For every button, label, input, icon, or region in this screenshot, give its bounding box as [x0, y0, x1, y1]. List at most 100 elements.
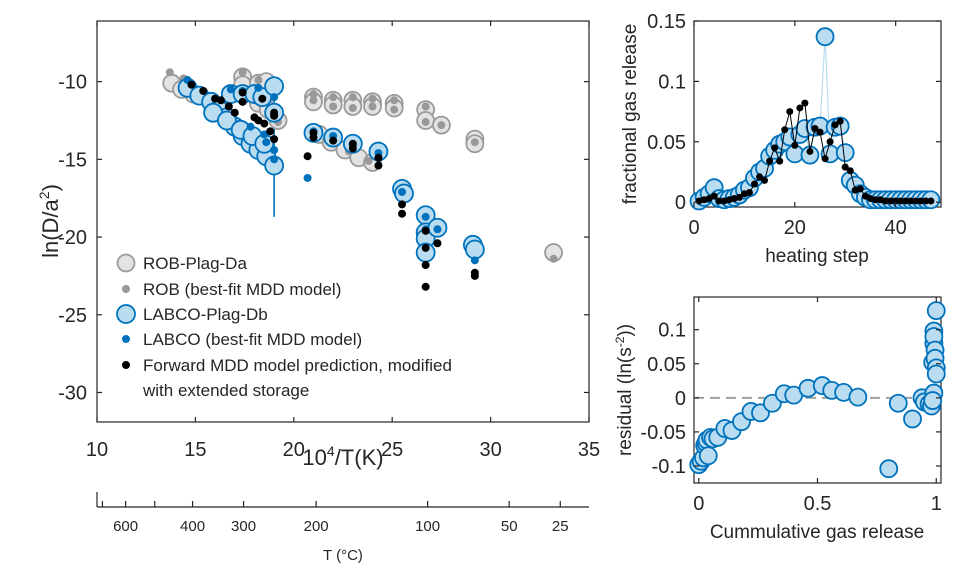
forward-point — [270, 135, 279, 144]
temperature-axis-label: T (°C) — [323, 547, 363, 564]
rob_model-point — [309, 90, 318, 99]
rob_model-point — [364, 156, 373, 165]
model-point — [776, 157, 784, 165]
model-point — [917, 197, 925, 205]
residual-point — [923, 391, 943, 410]
arrhenius-x-tick-label: 15 — [184, 439, 206, 461]
model-point — [922, 197, 930, 205]
residual-x-tick-label: 0 — [693, 493, 704, 515]
residual-x-tick-label: 0.5 — [804, 493, 832, 515]
rob_model-point — [329, 93, 338, 102]
arrhenius-legend: ROB-Plag-Da ROB (best-fit MDD model) LABCO… — [116, 253, 452, 400]
arrhenius-y-tick-label: -10 — [58, 72, 87, 94]
labco_model-point — [260, 130, 269, 139]
labco_data-point — [464, 239, 485, 260]
residual-y-axis-label: residual (ln(s-2)) — [613, 324, 636, 456]
labco_model-point — [398, 187, 407, 196]
labco_model-point — [254, 83, 263, 92]
model-point — [907, 197, 915, 205]
model-point — [836, 117, 844, 125]
gas-release-x-tick-label: 40 — [885, 217, 907, 239]
rob_model-point — [421, 102, 430, 111]
rob_model-point — [421, 118, 430, 127]
model-point — [761, 176, 769, 184]
forward-point — [216, 96, 225, 105]
legend-label-labco_model: LABCO (best-fit MDD model) — [143, 330, 362, 349]
rob_model-point — [329, 102, 338, 111]
legend-label-forward-line2: with extended storage — [142, 381, 309, 400]
rob_model-point — [254, 76, 263, 85]
model-point — [897, 197, 905, 205]
model-point — [826, 138, 834, 146]
forward-point — [224, 102, 233, 111]
forward-point — [260, 119, 269, 128]
residual-y-tick-label: -0.05 — [640, 422, 686, 444]
model-point — [831, 121, 839, 129]
model-point — [781, 126, 789, 134]
legend-marker-labco_data — [116, 304, 136, 324]
temperature-tick-label: 50 — [501, 518, 518, 535]
labco_model-point — [270, 93, 279, 102]
arrhenius-x-tick-label: 35 — [578, 439, 600, 461]
forward-point — [258, 94, 267, 103]
gas-release-y-tick-label: 0 — [675, 192, 686, 214]
rob_model-point — [368, 94, 377, 103]
gas-release-y-tick-label: 0.15 — [647, 11, 686, 33]
forward-point — [266, 127, 275, 136]
temperature-tick-label: 400 — [180, 518, 205, 535]
forward-point — [348, 144, 357, 153]
legend-marker-rob_model — [122, 285, 130, 293]
forward-point — [398, 209, 407, 218]
model-point — [756, 173, 764, 181]
forward-point — [238, 88, 247, 97]
labco_model-point — [303, 173, 312, 182]
residual-point — [879, 459, 899, 479]
forward-point — [433, 239, 442, 248]
labco_model-point — [226, 85, 235, 94]
forward-point — [187, 80, 196, 89]
forward-point — [374, 153, 383, 162]
model-point — [821, 155, 829, 163]
model-point — [806, 147, 814, 155]
rob_model-point — [309, 96, 318, 105]
model-point — [771, 144, 779, 152]
arrhenius-plot: 10 15 20 25 30 35 -10 -15 -20 -25 -30 104/T(K) ln(… — [36, 20, 600, 564]
legend-label-forward: Forward MDD model prediction, modified — [143, 356, 452, 375]
rob_model-point — [348, 104, 357, 113]
model-point — [801, 99, 809, 107]
arrhenius-x-tick-label: 30 — [479, 439, 501, 461]
model-point — [871, 196, 879, 204]
legend-marker-labco_model — [122, 335, 130, 343]
model-point — [745, 189, 753, 197]
forward-point — [303, 152, 312, 161]
model-point — [927, 197, 935, 205]
measured-point — [815, 27, 835, 47]
forward-point — [254, 116, 263, 125]
model-point — [882, 197, 890, 205]
forward-point — [238, 97, 247, 106]
legend-label-rob_data: ROB-Plag-Da — [143, 254, 247, 273]
residual-point — [903, 409, 922, 429]
labco_model-point — [262, 138, 271, 147]
labco_model-point — [433, 225, 442, 234]
temperature-tick-label: 100 — [415, 518, 440, 535]
labco_model-point — [270, 146, 279, 155]
rob_model-point — [390, 105, 399, 114]
forward-point — [421, 226, 430, 235]
forward-point — [199, 86, 208, 95]
model-point — [735, 193, 743, 201]
gas-release-plot-frame — [693, 20, 942, 208]
labco_model-point — [270, 155, 279, 164]
gas-release-x-axis-label: heating step — [765, 246, 869, 267]
temperature-tick-label: 600 — [113, 518, 138, 535]
residual-x-axis-label: Cummulative gas release — [710, 522, 924, 543]
model-point — [715, 197, 723, 205]
rob_model-point — [390, 96, 399, 105]
temperature-tick-label: 25 — [552, 518, 569, 535]
arrhenius-y-tick-label: -15 — [58, 149, 87, 171]
model-point — [750, 180, 758, 188]
forward-point — [421, 261, 430, 270]
forward-point — [270, 111, 279, 120]
gas-release-y-axis-label: fractional gas release — [620, 24, 641, 205]
